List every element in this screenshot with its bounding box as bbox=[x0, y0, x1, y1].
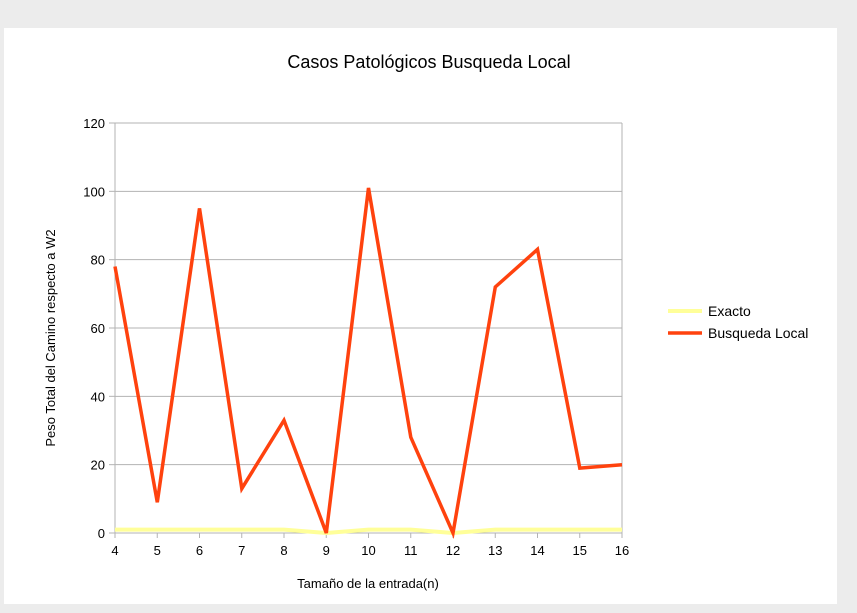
x-tick-label: 10 bbox=[361, 543, 375, 558]
x-tick-label: 12 bbox=[446, 543, 460, 558]
y-tick-label: 100 bbox=[83, 184, 105, 199]
x-tick-label: 7 bbox=[238, 543, 245, 558]
x-tick-label: 16 bbox=[615, 543, 629, 558]
x-tick-label: 9 bbox=[323, 543, 330, 558]
y-tick-label: 80 bbox=[91, 253, 105, 268]
y-tick-label: 120 bbox=[83, 116, 105, 131]
x-tick-label: 5 bbox=[154, 543, 161, 558]
legend-label: Exacto bbox=[708, 303, 751, 319]
y-tick-label: 40 bbox=[91, 389, 105, 404]
x-tick-label: 6 bbox=[196, 543, 203, 558]
legend-label: Busqueda Local bbox=[708, 325, 808, 341]
y-axis-label: Peso Total del Camino respecto a W2 bbox=[43, 229, 58, 446]
x-tick-label: 13 bbox=[488, 543, 502, 558]
x-axis-label: Tamaño de la entrada(n) bbox=[297, 576, 439, 591]
x-tick-label: 4 bbox=[111, 543, 118, 558]
chart-title: Casos Patológicos Busqueda Local bbox=[287, 52, 570, 72]
y-tick-label: 0 bbox=[98, 526, 105, 541]
x-tick-label: 15 bbox=[573, 543, 587, 558]
x-tick-label: 11 bbox=[404, 543, 418, 558]
y-tick-label: 20 bbox=[91, 458, 105, 473]
x-tick-label: 8 bbox=[280, 543, 287, 558]
x-tick-label: 14 bbox=[530, 543, 544, 558]
y-tick-label: 60 bbox=[91, 321, 105, 336]
